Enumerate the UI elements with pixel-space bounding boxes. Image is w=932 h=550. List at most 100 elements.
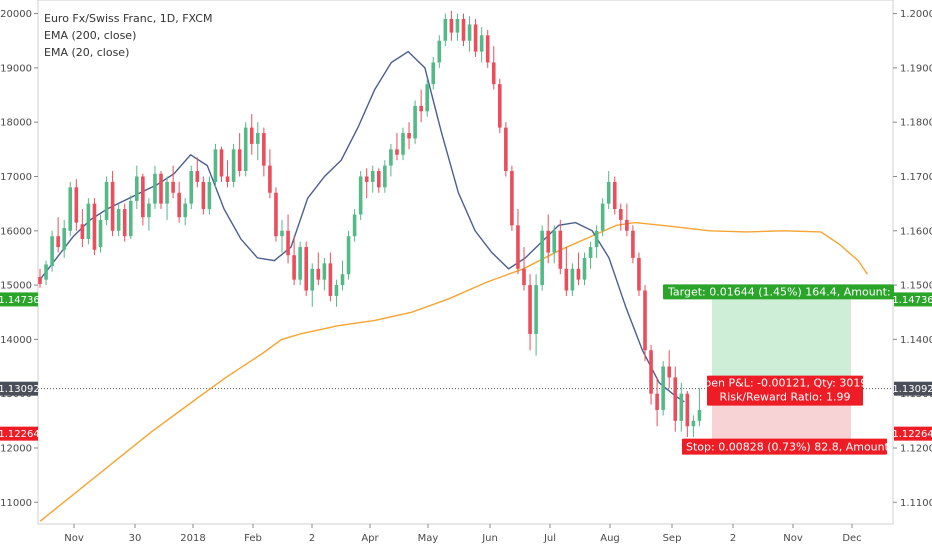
pnl-label-box [707,375,863,406]
candle [298,241,302,286]
candle-body [310,268,315,291]
candle-body [358,176,363,215]
candle [625,203,629,237]
y-tick-label-right: 1.20000 [900,9,932,20]
candle [516,209,520,275]
y-tick-label-right: 1.12000 [900,443,932,454]
candle-body [322,263,327,280]
legend-ema20: EMA (20, close) [44,46,130,59]
candle-body [685,393,690,427]
candle-body [304,247,308,291]
y-tick-label-left: 1.19000 [0,63,32,74]
candle [643,285,647,362]
target-price-tag-left-text: 1.14736 [0,295,40,306]
candle-body [147,203,151,218]
candle [56,217,60,253]
candle-body [80,224,85,239]
candle-body [455,19,460,33]
position-overlay[interactable]: Target: 0.01644 (1.45%) 164.4, Amount: 1… [663,284,932,455]
target-zone [712,299,851,389]
candle-body [510,171,514,226]
candle [534,274,538,356]
candle [443,13,448,47]
candle [110,171,115,237]
candle [147,198,151,231]
candle-body [183,203,187,218]
candle [528,274,532,351]
candle [377,168,381,193]
candle [691,415,696,438]
candle-body [504,127,508,172]
candle [292,236,296,286]
candle [606,171,611,210]
candle-body [473,24,478,52]
candle-body [491,62,496,85]
y-tick-label-left: 1.17000 [0,172,32,183]
candle [600,198,605,237]
candle [612,176,617,215]
candle [249,114,254,155]
candle-body [74,187,79,223]
candle [395,133,399,161]
candle-body [407,133,411,139]
stop-price-tag-right-bg [894,426,932,441]
x-tick-label: Nov [64,533,84,544]
candle-body [153,173,157,204]
candle [44,260,48,286]
target-price-tag-right-text: 1.14736 [892,295,932,306]
candle [116,203,121,237]
candle [183,198,187,226]
candle-body [413,105,417,139]
candle-body [62,228,66,250]
candle-body [195,171,200,182]
candle-body [582,257,587,280]
candle-body [219,149,224,177]
candle-body [268,165,272,193]
candle-body [86,203,91,239]
candle [655,377,659,427]
candles [38,10,702,438]
x-tick-label: May [418,533,439,544]
candle-body [141,176,145,218]
candle-body [352,214,357,237]
candle [256,122,260,161]
candle-body [274,192,278,237]
candle [165,176,169,220]
candle-body [237,149,242,172]
ema20-path [39,50,685,403]
y-tick-label-left: 1.15000 [0,281,32,292]
candle [419,89,423,123]
candle [268,149,272,199]
legend-ema200: EMA (200, close) [44,29,137,42]
stop-label-box [682,438,887,455]
candle-body [286,230,290,256]
candle-body [298,247,302,280]
candle-body [159,173,163,204]
candle [225,160,230,188]
candle-body [231,149,236,182]
x-tick-label: Aug [600,533,620,544]
candle-body [431,62,436,85]
y-tick-label-right: 1.17000 [900,172,932,183]
y-tick-label-right: 1.11000 [900,498,932,509]
candle-body [679,393,684,421]
candle [231,143,236,188]
candle [389,143,393,177]
candle-body [619,209,623,220]
candle-body [364,176,369,182]
current-price-tag-right-text: 1.13092 [892,384,932,395]
current-price-tag-left-text: 1.13092 [0,384,40,395]
candle-body [98,219,103,248]
candle-body [467,24,472,41]
candle [213,143,218,188]
x-tick-label: Jul [543,533,556,544]
candle-body [425,84,429,112]
target-price-tag-right-bg [894,292,932,307]
candle [135,165,139,210]
candle-body [370,171,375,182]
candle-body [171,181,175,193]
candle [431,57,436,90]
legend-symbol: Euro Fx/Swiss Franc, 1D, FXCM [44,12,213,25]
ema200-path [39,221,868,522]
